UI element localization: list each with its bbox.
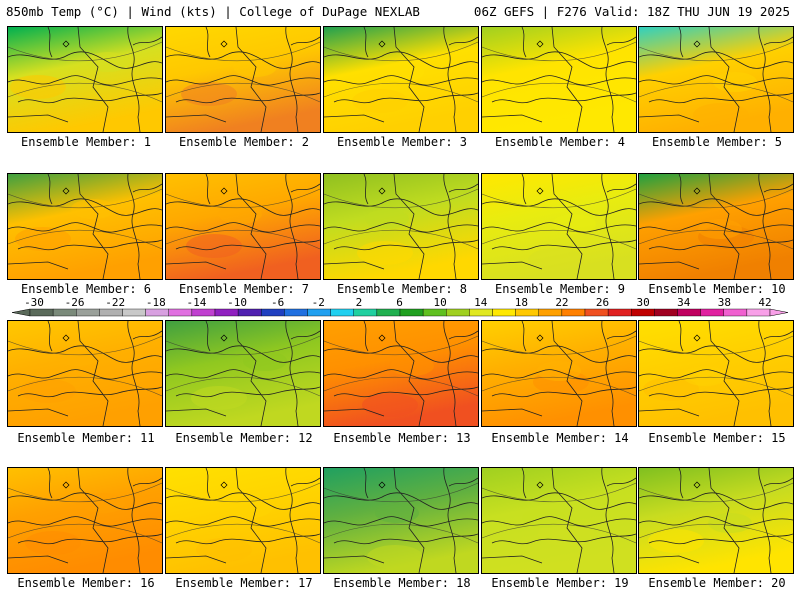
header-right: 06Z GEFS | F276 Valid: 18Z THU JUN 19 20… bbox=[473, 4, 790, 19]
ensemble-member-caption: Ensemble Member: 12 bbox=[175, 431, 313, 445]
colorbar-segment bbox=[607, 308, 632, 317]
ensemble-member-map bbox=[481, 26, 637, 133]
ensemble-member-caption: Ensemble Member: 20 bbox=[648, 576, 786, 590]
colorbar-segment bbox=[631, 308, 655, 317]
colorbar-segment bbox=[399, 308, 424, 317]
colorbar-segment bbox=[700, 308, 724, 317]
colorbar-tick-label: 42 bbox=[758, 296, 772, 309]
colorbar-segment bbox=[191, 308, 216, 317]
header-left: 850mb Temp (°C) | Wind (kts) | College o… bbox=[6, 4, 420, 19]
colorbar-segment bbox=[538, 308, 563, 317]
colorbar-segment bbox=[29, 308, 54, 317]
ensemble-member-map bbox=[481, 173, 637, 280]
ensemble-member-caption: Ensemble Member: 2 bbox=[178, 135, 310, 149]
colorbar-tick-label: -14 bbox=[186, 296, 207, 309]
ensemble-member-caption: Ensemble Member: 14 bbox=[491, 431, 629, 445]
colorbar-tick-label: 26 bbox=[595, 296, 610, 309]
colorbar-segment bbox=[561, 308, 586, 317]
colorbar-tick-label: -6 bbox=[271, 296, 285, 309]
ensemble-member-map bbox=[481, 320, 637, 427]
ensemble-member-map bbox=[7, 467, 163, 574]
colorbar-tick-label: 14 bbox=[474, 296, 488, 309]
colorbar-high-arrow bbox=[769, 308, 789, 317]
ensemble-member-caption: Ensemble Member: 18 bbox=[333, 576, 471, 590]
ensemble-member-caption: Ensemble Member: 13 bbox=[333, 431, 471, 445]
colorbar-tick-label: 2 bbox=[355, 296, 363, 309]
colorbar-segment bbox=[584, 308, 609, 317]
colorbar-tick-label: -10 bbox=[227, 296, 247, 309]
ensemble-member-caption: Ensemble Member: 17 bbox=[175, 576, 313, 590]
colorbar-segment bbox=[145, 308, 169, 317]
ensemble-member-map bbox=[165, 467, 321, 574]
colorbar-segment bbox=[492, 308, 516, 317]
temperature-colorbar bbox=[11, 308, 789, 317]
colorbar-tick-label: 34 bbox=[677, 296, 691, 309]
ensemble-member-map bbox=[638, 467, 794, 574]
colorbar-segment bbox=[376, 308, 401, 317]
colorbar-tick-label: 38 bbox=[717, 296, 731, 309]
ensemble-member-caption: Ensemble Member: 4 bbox=[494, 135, 626, 149]
colorbar-tick-label: 6 bbox=[396, 296, 403, 309]
colorbar-segment bbox=[469, 308, 493, 317]
ensemble-member-map bbox=[323, 26, 479, 133]
ensemble-member-map bbox=[638, 26, 794, 133]
colorbar-segment bbox=[214, 308, 239, 317]
colorbar-segment bbox=[677, 308, 701, 317]
ensemble-member-caption: Ensemble Member: 9 bbox=[494, 282, 626, 296]
ensemble-member-map bbox=[323, 467, 479, 574]
colorbar-tick-label: -30 bbox=[24, 296, 44, 309]
colorbar-segment bbox=[284, 308, 308, 317]
ensemble-member-map bbox=[165, 26, 321, 133]
ensemble-member-caption: Ensemble Member: 8 bbox=[336, 282, 468, 296]
colorbar-tick-label: 30 bbox=[636, 296, 650, 309]
colorbar-segment bbox=[515, 308, 539, 317]
colorbar-tick-label: 10 bbox=[433, 296, 447, 309]
colorbar-tick-label: 18 bbox=[514, 296, 528, 309]
colorbar-tick-label: -26 bbox=[64, 296, 85, 309]
ensemble-member-caption: Ensemble Member: 5 bbox=[651, 135, 783, 149]
colorbar-segment bbox=[446, 308, 470, 317]
colorbar-segment bbox=[654, 308, 678, 317]
ensemble-member-map bbox=[638, 320, 794, 427]
ensemble-member-caption: Ensemble Member: 11 bbox=[17, 431, 155, 445]
colorbar-segment bbox=[746, 308, 771, 317]
ensemble-member-caption: Ensemble Member: 7 bbox=[178, 282, 310, 296]
ensemble-member-map bbox=[7, 173, 163, 280]
colorbar-segment bbox=[307, 308, 331, 317]
ensemble-member-caption: Ensemble Member: 6 bbox=[20, 282, 152, 296]
ensemble-member-caption: Ensemble Member: 15 bbox=[648, 431, 786, 445]
colorbar-low-arrow bbox=[11, 308, 31, 317]
ensemble-member-caption: Ensemble Member: 16 bbox=[17, 576, 155, 590]
ensemble-member-caption: Ensemble Member: 10 bbox=[648, 282, 786, 296]
ensemble-member-map bbox=[165, 173, 321, 280]
ensemble-member-map bbox=[323, 173, 479, 280]
ensemble-member-map bbox=[7, 26, 163, 133]
colorbar-segment bbox=[122, 308, 146, 317]
colorbar-segment bbox=[76, 308, 100, 317]
colorbar-segment bbox=[330, 308, 354, 317]
colorbar-segment bbox=[99, 308, 123, 317]
colorbar-tick-label: 22 bbox=[555, 296, 569, 309]
colorbar-tick-label: -18 bbox=[145, 296, 166, 309]
colorbar-tick-label: -22 bbox=[105, 296, 126, 309]
colorbar-segment bbox=[723, 308, 748, 317]
ensemble-member-caption: Ensemble Member: 19 bbox=[491, 576, 629, 590]
ensemble-member-map bbox=[165, 320, 321, 427]
colorbar-segment bbox=[353, 308, 378, 317]
ensemble-member-caption: Ensemble Member: 3 bbox=[336, 135, 468, 149]
colorbar-segment bbox=[422, 308, 447, 317]
ensemble-member-map bbox=[323, 320, 479, 427]
ensemble-member-caption: Ensemble Member: 1 bbox=[20, 135, 152, 149]
colorbar-tick-label: -2 bbox=[311, 296, 325, 309]
colorbar-segment bbox=[52, 308, 77, 317]
colorbar-segment bbox=[261, 308, 285, 317]
ensemble-member-map bbox=[481, 467, 637, 574]
colorbar-segment bbox=[237, 308, 262, 317]
ensemble-member-map bbox=[638, 173, 794, 280]
colorbar-segment bbox=[168, 308, 193, 317]
ensemble-member-map bbox=[7, 320, 163, 427]
